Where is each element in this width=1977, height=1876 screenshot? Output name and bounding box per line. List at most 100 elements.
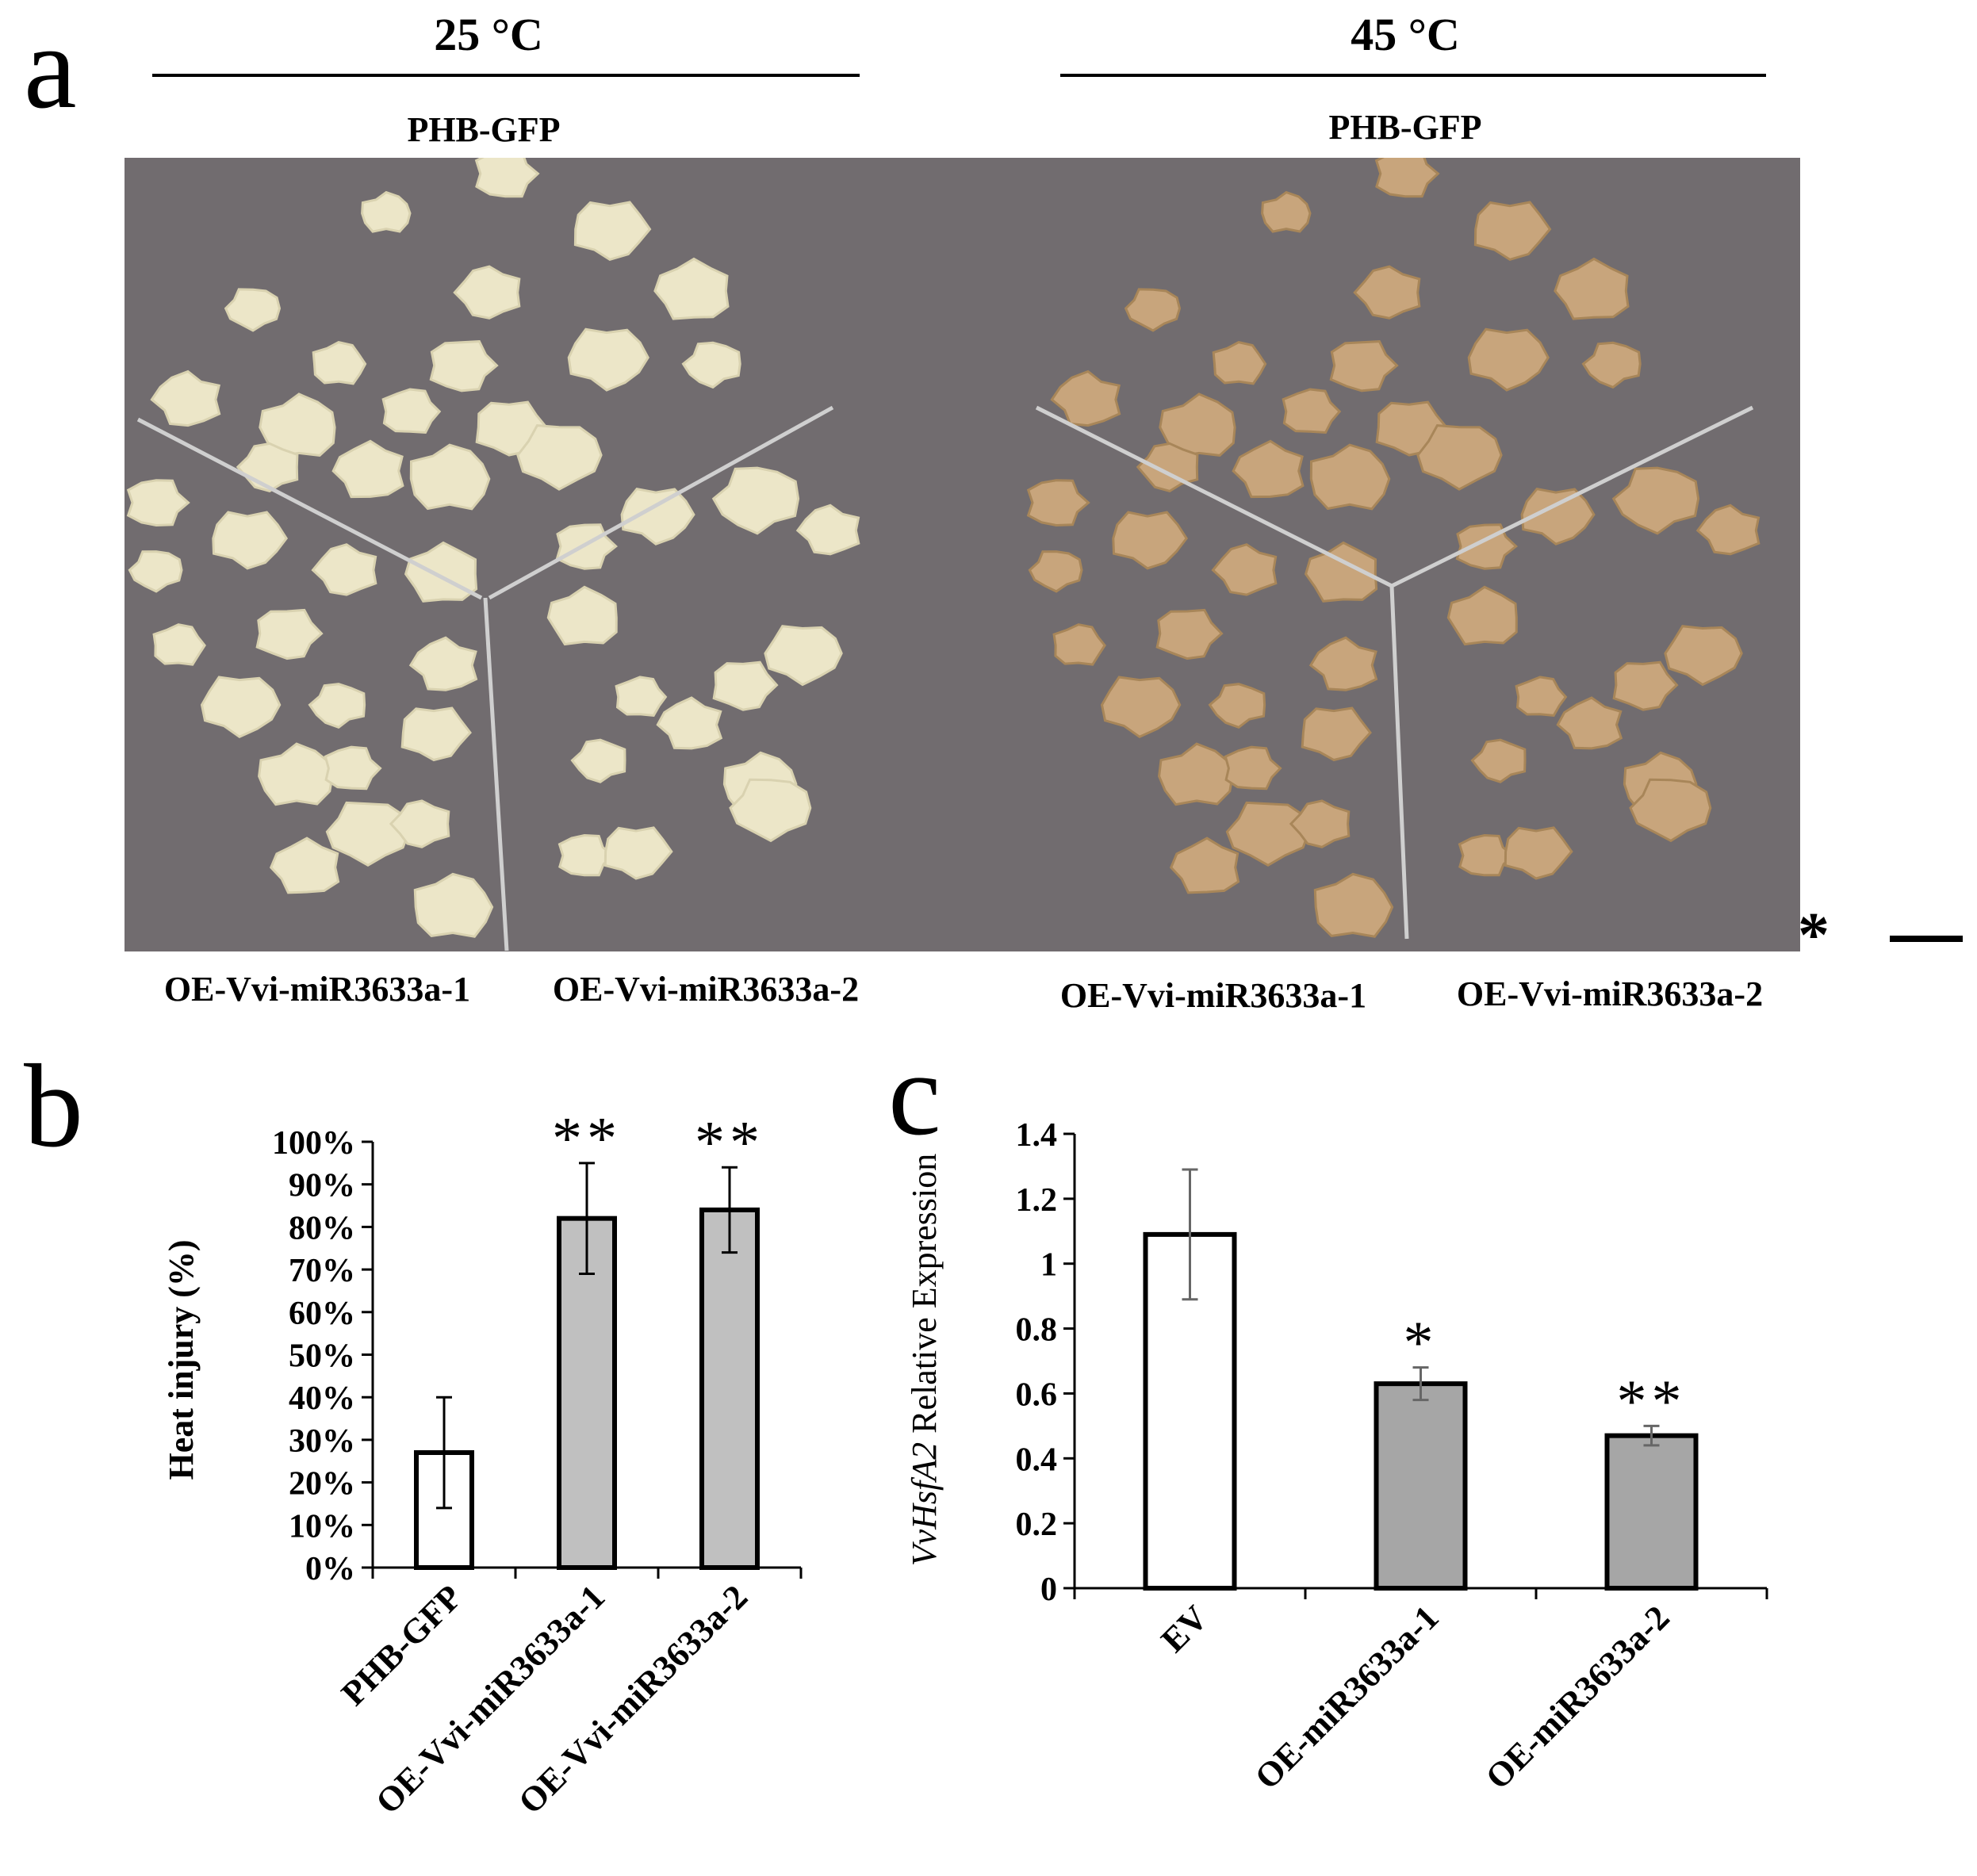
significance-mark: * xyxy=(1404,1310,1439,1376)
callus-piece xyxy=(1304,541,1378,603)
callus-piece xyxy=(570,738,626,783)
callus-piece xyxy=(1374,148,1440,198)
temperature-bracket-45 xyxy=(1060,74,1766,77)
temperature-label-25: 25 °C xyxy=(434,9,543,60)
callus-piece xyxy=(1124,288,1182,332)
callus-piece xyxy=(1225,801,1311,867)
label-oe1-45: OE-Vvi-miR3633a-1 xyxy=(1059,976,1367,1015)
panel-c-label: c xyxy=(888,1028,941,1160)
callus-piece xyxy=(453,265,521,320)
relative-expression-chart: 0 0.2 0.4 0.6 0.8 1 1.2 1.4 EV * OE-miR3633a-1 ** OE… xyxy=(905,1117,1768,1797)
callus-piece xyxy=(311,543,377,596)
callus-piece xyxy=(389,799,450,848)
callus-piece xyxy=(331,439,404,499)
y-tick-label: 0% xyxy=(305,1551,355,1587)
callus-piece xyxy=(408,636,478,691)
callus-piece xyxy=(150,369,221,427)
callus-photo xyxy=(125,148,1800,951)
temperature-bracket-25 xyxy=(152,74,860,77)
y-axis-title: Heat injury (%) xyxy=(162,1239,201,1480)
callus-group-25 xyxy=(126,148,860,938)
callus-piece xyxy=(1050,369,1121,427)
callus-piece xyxy=(1308,636,1378,691)
callus-piece xyxy=(404,541,478,603)
callus-piece xyxy=(381,388,442,435)
callus-piece xyxy=(1158,742,1234,806)
callus-piece xyxy=(255,608,324,660)
callus-piece xyxy=(1052,623,1106,666)
callus-piece xyxy=(516,424,603,491)
callus-piece xyxy=(615,676,668,717)
callus-piece xyxy=(546,585,618,646)
callus-piece xyxy=(712,660,779,711)
callus-piece xyxy=(1581,341,1642,389)
callus-piece xyxy=(1556,696,1623,750)
callus-piece xyxy=(1159,392,1236,458)
bar xyxy=(557,1216,617,1570)
y-tick-label: 100% xyxy=(272,1125,355,1162)
callus-piece xyxy=(681,341,741,389)
label-phb-gfp-25: PHB-GFP xyxy=(407,110,561,149)
y-tick-label: 60% xyxy=(289,1296,355,1332)
y-axis-title-text: Relative Expression xyxy=(905,1154,944,1442)
callus-piece xyxy=(1169,837,1240,894)
callus-piece xyxy=(224,288,282,332)
callus-piece xyxy=(200,676,282,739)
label-oe1-25: OE-Vvi-miR3633a-1 xyxy=(163,970,471,1009)
callus-piece xyxy=(1309,443,1391,511)
callus-piece xyxy=(324,745,382,791)
callus-piece xyxy=(1612,660,1679,711)
heat-injury-chart: 0% 10% 20% 30% 40% 50% 60% 70% 80% 90% 100% PHB-GFP… xyxy=(162,1105,803,1821)
y-tick-label: 50% xyxy=(289,1338,355,1375)
callus-piece xyxy=(1313,872,1394,938)
callus-piece xyxy=(413,872,494,938)
divider-lines xyxy=(136,405,1754,951)
significance-mark: ** xyxy=(695,1109,764,1176)
callus-piece xyxy=(1664,625,1743,687)
callus-piece xyxy=(1611,466,1700,535)
callus-piece xyxy=(653,257,730,320)
label-oe2-45: OE-Vvi-miR3633a-2 xyxy=(1456,974,1764,1013)
callus-piece xyxy=(259,392,336,458)
callus-piece xyxy=(1504,826,1573,880)
temperature-label-45: 45 °C xyxy=(1351,9,1460,60)
callus-piece xyxy=(1224,745,1282,791)
callus-piece xyxy=(1100,676,1182,739)
callus-piece xyxy=(711,466,800,535)
callus-piece xyxy=(1470,738,1527,783)
y-axis-title: VvHsfA2 Relative Expression xyxy=(905,1154,944,1567)
callus-piece xyxy=(474,148,540,198)
callus-piece xyxy=(1458,833,1515,877)
callus-piece xyxy=(1211,543,1278,596)
y-tick-label: 0.4 xyxy=(1016,1441,1058,1478)
scale-bar xyxy=(1890,936,1963,942)
bar xyxy=(1604,1433,1699,1591)
callus-piece xyxy=(1329,340,1399,392)
callus-piece xyxy=(1289,799,1351,848)
callus-group-45 xyxy=(1026,148,1761,938)
callus-piece xyxy=(557,833,615,877)
callus-piece xyxy=(1028,550,1083,593)
label-phb-gfp-45: PHB-GFP xyxy=(1328,108,1482,147)
y-tick-label: 20% xyxy=(289,1466,355,1503)
callus-piece xyxy=(1416,424,1503,491)
bar xyxy=(699,1207,760,1570)
callus-piece xyxy=(312,341,367,385)
y-tick-label: 40% xyxy=(289,1380,355,1417)
callus-piece xyxy=(1629,778,1712,843)
callus-piece xyxy=(258,742,334,806)
callus-photo-drawing xyxy=(126,148,1761,951)
panel-a-label: a xyxy=(24,2,77,133)
callus-piece xyxy=(152,623,206,666)
callus-piece xyxy=(400,706,472,762)
callus-piece xyxy=(1112,511,1189,570)
category-label: OE-miR3633a-1 xyxy=(1247,1598,1446,1797)
callus-piece xyxy=(603,826,673,880)
callus-piece xyxy=(1261,190,1312,233)
callus-piece xyxy=(128,550,183,593)
callus-piece xyxy=(1467,327,1550,392)
y-tick-label: 80% xyxy=(289,1210,355,1246)
callus-piece xyxy=(1232,439,1305,499)
callus-piece xyxy=(361,190,412,233)
callus-piece xyxy=(1026,479,1090,527)
